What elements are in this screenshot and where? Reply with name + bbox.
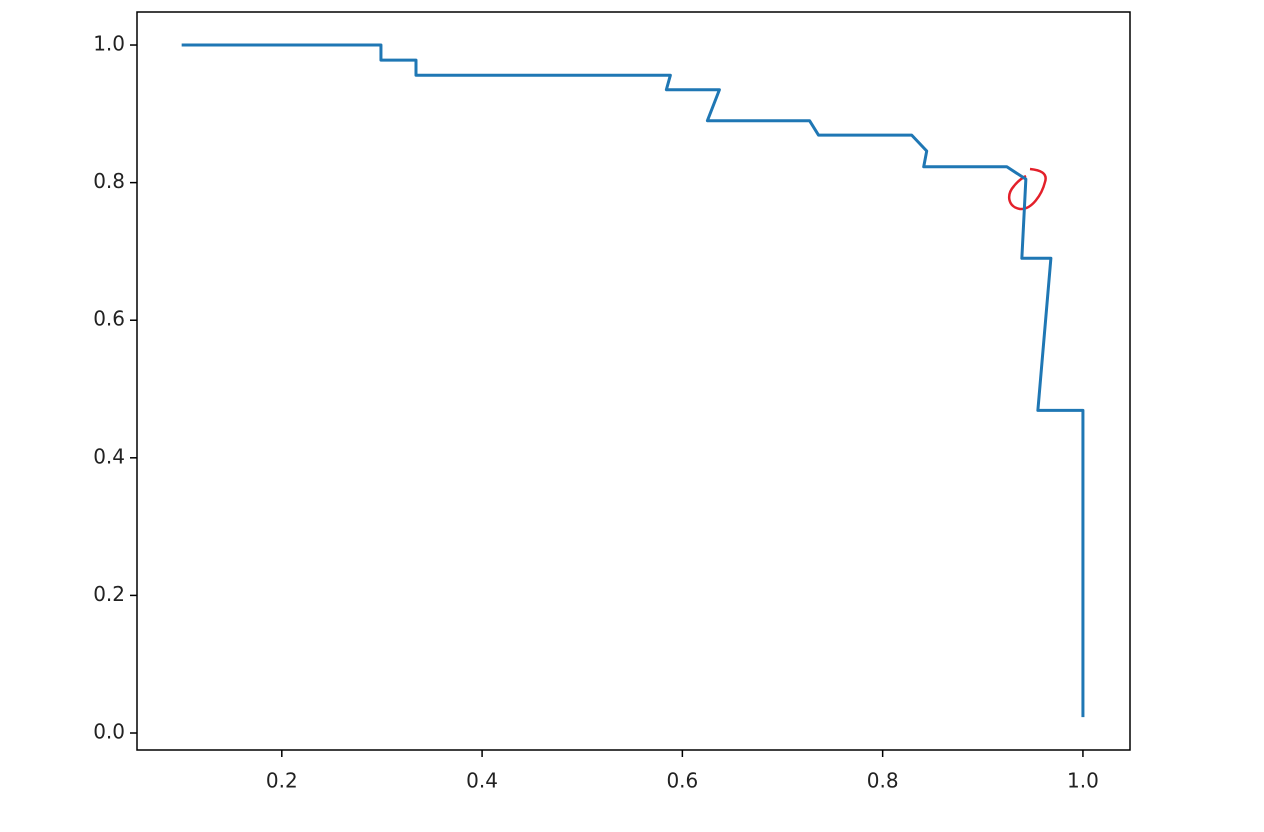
x-tick-label: 0.2 [266,769,298,793]
x-tick-label: 0.8 [867,769,899,793]
x-tick-label: 0.6 [666,769,698,793]
x-tick-label: 0.4 [466,769,498,793]
data-line [181,43,1085,718]
y-tick-label: 1.0 [93,32,125,56]
plot-frame [136,11,1131,751]
x-tick-label: 1.0 [1067,769,1099,793]
y-tick-label: 0.6 [93,307,125,331]
y-tick-label: 0.8 [93,169,125,193]
y-tick-label: 0.4 [93,444,125,468]
y-tick-label: 0.2 [93,582,125,606]
y-tick-label: 0.0 [93,720,125,744]
hand-annotation [1007,167,1047,211]
